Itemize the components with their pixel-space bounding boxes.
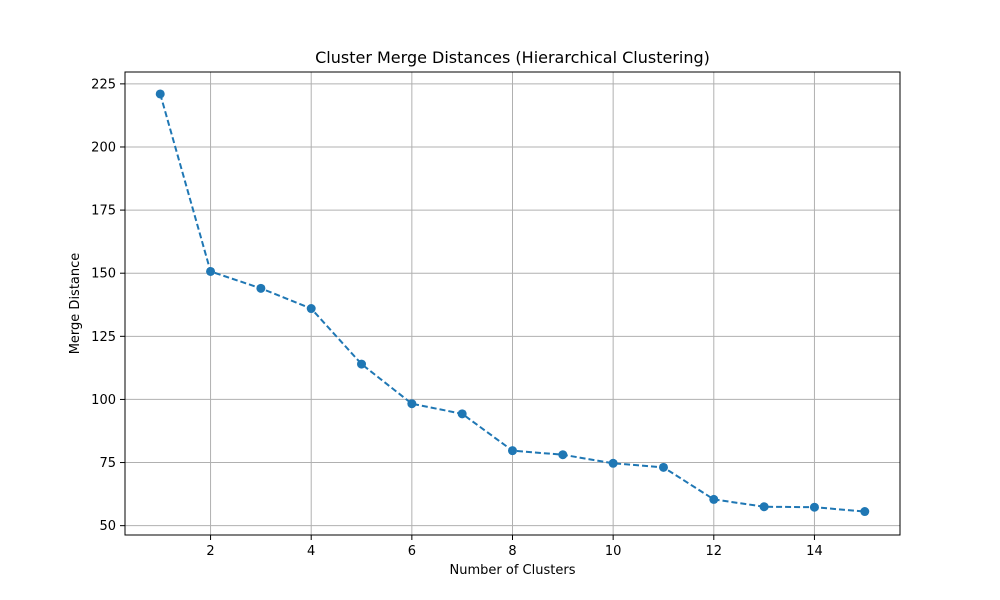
y-tick-label: 150 bbox=[91, 267, 116, 282]
data-point bbox=[256, 283, 266, 293]
y-tick-label: 50 bbox=[99, 519, 116, 534]
x-tick-label: 4 bbox=[307, 544, 315, 559]
y-tick-label: 75 bbox=[99, 456, 116, 471]
data-point bbox=[508, 446, 517, 456]
x-tick-label: 14 bbox=[806, 544, 823, 559]
data-point bbox=[709, 494, 719, 504]
y-tick-label: 225 bbox=[91, 77, 116, 92]
y-tick-label: 100 bbox=[91, 393, 116, 408]
data-point bbox=[357, 359, 367, 369]
x-tick-label: 10 bbox=[605, 544, 622, 559]
y-tick-label: 175 bbox=[91, 204, 116, 219]
data-point bbox=[608, 458, 618, 468]
data-point bbox=[457, 409, 467, 419]
axis-ticks: 2 4 6 8 10 12 14 50 75 100 125 150 175 200 225 bbox=[91, 77, 823, 559]
data-point bbox=[658, 462, 668, 472]
y-axis-label: Merge Distance bbox=[68, 253, 83, 355]
x-tick-label: 6 bbox=[408, 544, 416, 559]
data-point bbox=[809, 502, 819, 512]
x-tick-label: 8 bbox=[508, 544, 516, 559]
data-point bbox=[759, 502, 769, 512]
data-point bbox=[206, 266, 216, 276]
data-point bbox=[407, 399, 417, 409]
data-point bbox=[155, 89, 165, 99]
y-tick-label: 125 bbox=[91, 330, 116, 345]
x-tick-label: 12 bbox=[706, 544, 723, 559]
x-axis-label: Number of Clusters bbox=[450, 563, 576, 578]
y-tick-label: 200 bbox=[91, 140, 116, 155]
grid bbox=[125, 72, 900, 535]
data-point bbox=[306, 304, 316, 314]
x-tick-label: 2 bbox=[206, 544, 214, 559]
data-point bbox=[558, 450, 568, 460]
chart-title: Cluster Merge Distances (Hierarchical Cl… bbox=[315, 48, 710, 67]
data-series bbox=[155, 89, 870, 517]
data-point bbox=[860, 507, 870, 517]
